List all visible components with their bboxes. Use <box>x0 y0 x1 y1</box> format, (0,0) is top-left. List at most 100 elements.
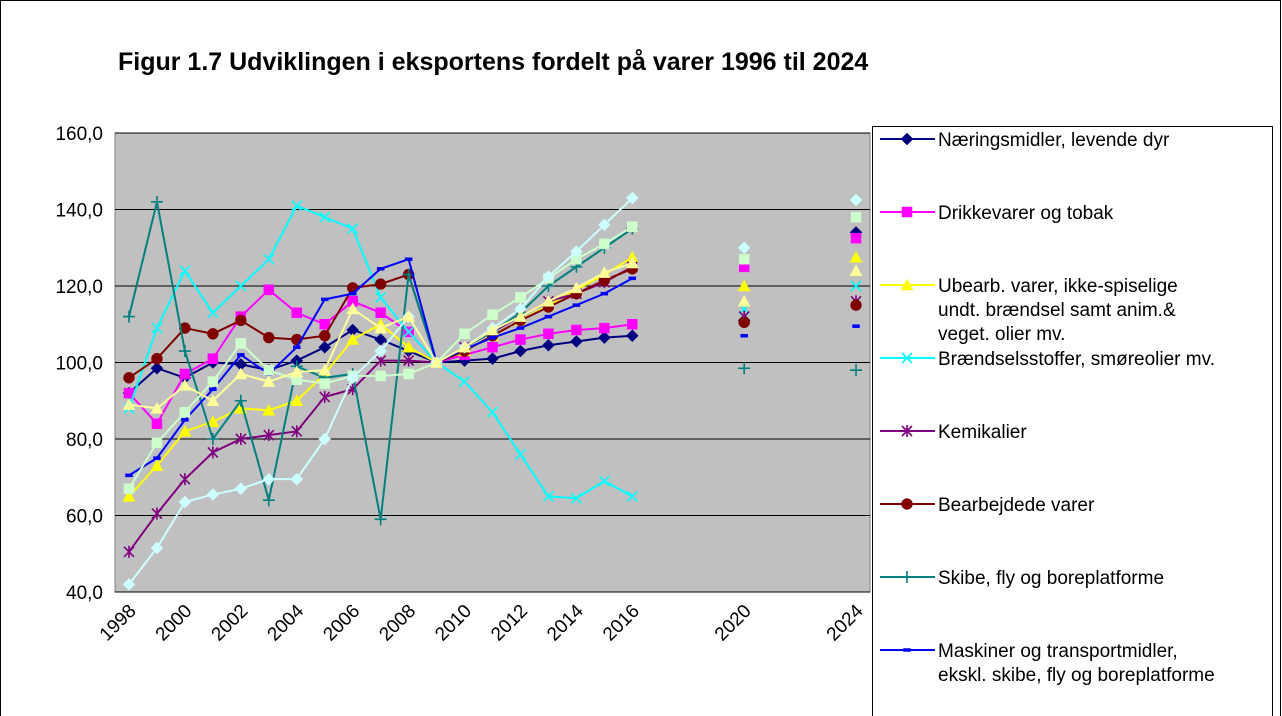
marker <box>319 211 331 223</box>
marker <box>849 193 863 207</box>
marker <box>514 310 527 322</box>
marker <box>346 333 360 345</box>
marker <box>625 191 639 205</box>
marker <box>626 490 638 502</box>
marker <box>402 310 416 322</box>
marker <box>122 310 135 323</box>
marker <box>901 425 913 437</box>
marker <box>570 335 583 348</box>
y-tick-label: 60,0 <box>66 507 103 528</box>
marker <box>206 415 220 428</box>
marker <box>178 378 192 391</box>
marker <box>206 433 219 445</box>
legend-label: Næringsmidler, levende dyr <box>938 130 1170 151</box>
marker <box>570 245 583 258</box>
marker <box>122 398 136 410</box>
marker <box>458 340 471 353</box>
marker <box>206 488 220 501</box>
marker <box>263 331 275 344</box>
marker <box>151 352 163 365</box>
marker <box>346 282 359 294</box>
marker <box>178 345 191 358</box>
marker <box>150 401 164 414</box>
marker <box>235 280 247 292</box>
marker <box>852 324 860 328</box>
marker <box>737 279 751 292</box>
marker <box>374 344 388 358</box>
marker <box>123 483 135 494</box>
marker <box>374 278 387 290</box>
marker <box>263 429 275 442</box>
marker <box>572 303 581 307</box>
marker <box>737 241 751 255</box>
marker <box>290 472 304 486</box>
marker <box>600 291 609 296</box>
marker <box>486 323 499 336</box>
marker <box>318 329 331 342</box>
marker <box>850 299 862 311</box>
marker <box>374 321 388 334</box>
marker <box>403 368 414 380</box>
marker <box>153 456 161 460</box>
legend-label: Skibe, fly og boreplatforme <box>938 568 1164 589</box>
marker <box>123 545 135 558</box>
marker <box>151 418 163 429</box>
marker <box>207 446 219 459</box>
marker <box>375 291 387 304</box>
marker <box>179 473 191 486</box>
marker <box>262 403 276 416</box>
marker <box>262 375 276 387</box>
marker <box>625 256 639 269</box>
marker <box>318 432 332 446</box>
marker <box>262 494 275 507</box>
marker <box>181 418 189 422</box>
marker <box>209 387 217 392</box>
marker <box>542 270 555 283</box>
marker <box>346 302 360 315</box>
marker <box>234 482 248 496</box>
marker <box>346 371 360 385</box>
marker <box>263 253 275 265</box>
marker <box>486 406 499 418</box>
marker <box>628 276 637 281</box>
marker <box>291 200 303 212</box>
marker <box>319 319 330 330</box>
marker <box>237 353 245 357</box>
marker <box>206 394 220 406</box>
marker <box>740 333 748 338</box>
marker <box>900 132 914 146</box>
chart-title: Figur 1.7 Udviklingen i eksportens forde… <box>118 48 868 76</box>
marker <box>150 541 164 555</box>
marker <box>487 341 498 353</box>
marker <box>599 322 610 334</box>
marker <box>290 394 304 406</box>
marker <box>151 507 163 520</box>
marker <box>901 206 913 218</box>
marker <box>122 577 136 591</box>
marker <box>486 352 499 366</box>
marker <box>738 362 751 375</box>
marker <box>402 340 416 353</box>
marker <box>207 328 219 340</box>
marker <box>179 265 191 277</box>
marker <box>291 307 303 319</box>
marker <box>543 328 554 340</box>
marker <box>150 459 164 472</box>
marker <box>319 390 331 403</box>
marker <box>319 378 330 389</box>
marker <box>430 355 443 368</box>
y-tick-label: 120,0 <box>55 277 103 298</box>
marker <box>263 284 275 296</box>
marker <box>850 364 863 377</box>
legend-label: Ubearb. varer, ikke-spiselige undt. bræn… <box>938 276 1183 345</box>
marker <box>514 344 527 358</box>
marker <box>901 571 913 583</box>
marker <box>179 368 191 380</box>
marker <box>348 291 357 296</box>
marker <box>234 394 247 407</box>
marker <box>737 294 751 307</box>
marker <box>375 307 386 319</box>
marker <box>738 316 750 329</box>
